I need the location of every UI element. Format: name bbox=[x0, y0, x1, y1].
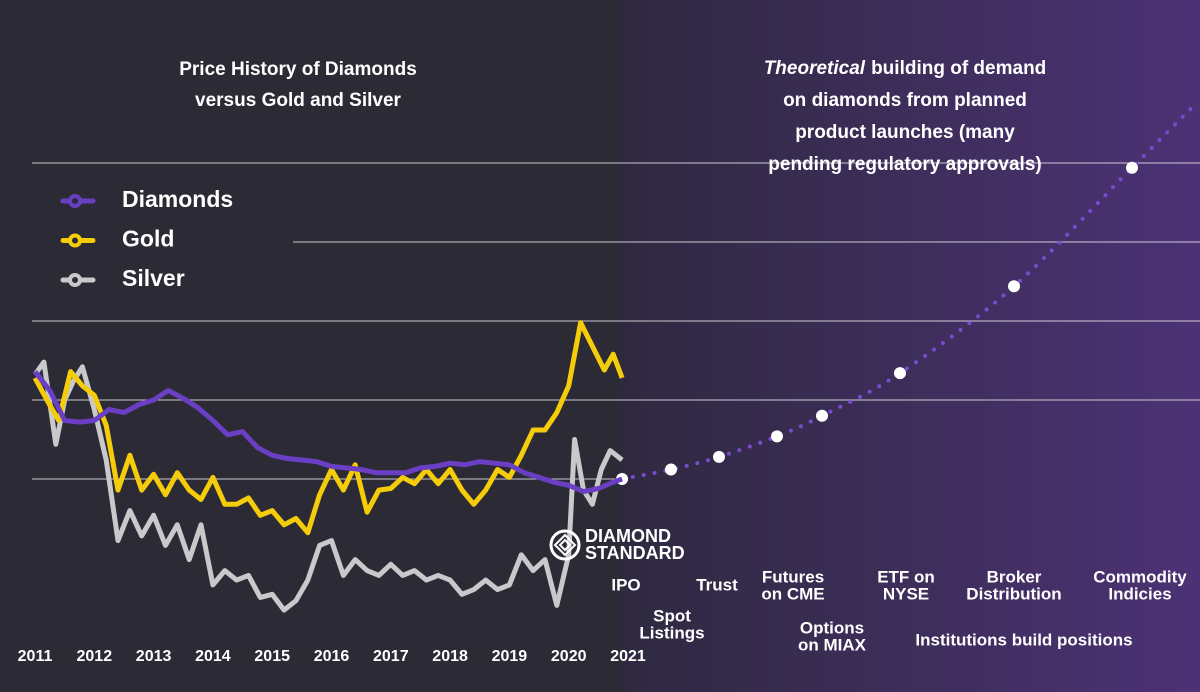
milestone-label: Futures bbox=[762, 567, 824, 586]
legend-marker bbox=[68, 194, 82, 208]
x-tick-label: 2014 bbox=[195, 648, 231, 665]
milestone-label: Listings bbox=[639, 623, 704, 642]
institutions-label: Institutions build positions bbox=[915, 630, 1132, 649]
milestone-dot bbox=[665, 463, 677, 476]
milestone-label: on MIAX bbox=[798, 635, 867, 654]
projection-curve bbox=[620, 102, 1197, 481]
legend-label: Gold bbox=[122, 226, 174, 252]
legend-label: Silver bbox=[122, 265, 185, 291]
legend-item: Gold bbox=[60, 226, 174, 252]
chart-title: versus Gold and Silver bbox=[195, 90, 402, 111]
annotation-line: pending regulatory approvals) bbox=[768, 154, 1041, 175]
milestone-dot bbox=[816, 409, 828, 422]
x-tick-label: 2015 bbox=[254, 648, 290, 665]
series-line bbox=[33, 370, 623, 495]
x-tick-label: 2013 bbox=[136, 648, 172, 665]
milestone-label: ETF on bbox=[877, 567, 935, 586]
ipo-label: IPO bbox=[611, 575, 640, 594]
x-tick-label: 2019 bbox=[492, 648, 528, 665]
x-tick-label: 2018 bbox=[432, 648, 468, 665]
milestone-dot bbox=[1008, 280, 1020, 293]
legend-item: Silver bbox=[60, 265, 185, 291]
logo-icon bbox=[553, 533, 577, 557]
x-tick-label: 2017 bbox=[373, 648, 409, 665]
x-tick-label: 2012 bbox=[77, 648, 113, 665]
milestone-dot bbox=[894, 367, 906, 380]
legend-item: Diamonds bbox=[60, 186, 233, 212]
annotation-italic: Theoretical bbox=[764, 58, 866, 79]
milestone-label: Distribution bbox=[966, 584, 1061, 603]
milestone-dot bbox=[1126, 161, 1138, 174]
series-lines bbox=[32, 320, 625, 613]
logo: DIAMOND STANDARD bbox=[549, 526, 685, 563]
legend-label: Diamonds bbox=[122, 186, 233, 212]
projection bbox=[616, 102, 1197, 485]
annotation-line: product launches (many bbox=[795, 122, 1015, 143]
annotation-line: on diamonds from planned bbox=[783, 90, 1027, 111]
annotation: Theoretical building of demand bbox=[764, 58, 1047, 79]
x-tick-label: 2011 bbox=[18, 648, 53, 665]
annotation-line: building of demand bbox=[871, 58, 1046, 79]
x-tick-label: 2020 bbox=[551, 648, 587, 665]
grid bbox=[32, 162, 1200, 480]
milestone-label: on CME bbox=[761, 584, 824, 603]
milestone-dot bbox=[771, 430, 783, 443]
milestone-label: Spot bbox=[653, 606, 691, 625]
logo-icon bbox=[549, 529, 581, 561]
milestone-label: Indicies bbox=[1108, 584, 1171, 603]
milestone-dot bbox=[713, 450, 725, 463]
milestone-label: Trust bbox=[696, 575, 738, 594]
x-tick-label: 2016 bbox=[314, 648, 350, 665]
series-line bbox=[32, 320, 625, 536]
legend-marker bbox=[68, 233, 82, 248]
milestone-label: Commodity bbox=[1093, 567, 1187, 586]
series-line bbox=[32, 359, 624, 613]
chart-title: Price History of Diamonds bbox=[179, 59, 417, 80]
logo-text: DIAMOND bbox=[585, 526, 671, 546]
logo-text: STANDARD bbox=[585, 543, 685, 563]
milestone-label: Broker bbox=[987, 567, 1042, 586]
legend-marker bbox=[68, 273, 82, 287]
x-tick-label: 2021 bbox=[610, 648, 646, 665]
milestone-label: NYSE bbox=[883, 584, 929, 603]
milestone-label: Options bbox=[800, 618, 864, 637]
